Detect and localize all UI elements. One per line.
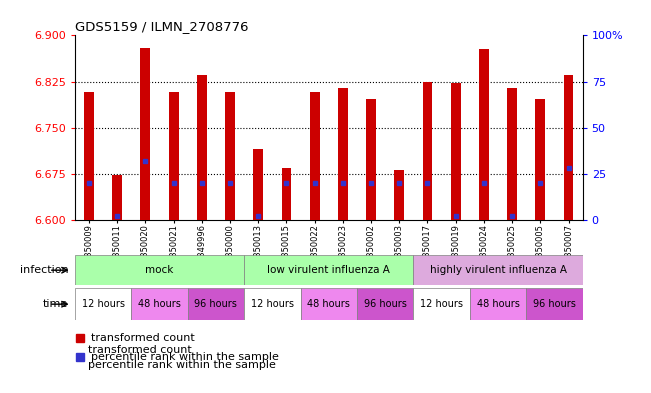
Bar bbox=[310, 92, 320, 220]
Text: 12 hours: 12 hours bbox=[420, 299, 463, 309]
Bar bbox=[75, 255, 244, 285]
Bar bbox=[112, 174, 122, 220]
Text: percentile rank within the sample: percentile rank within the sample bbox=[81, 360, 276, 371]
Bar bbox=[84, 92, 94, 220]
Text: highly virulent influenza A: highly virulent influenza A bbox=[430, 265, 566, 275]
Bar bbox=[301, 288, 357, 320]
Bar bbox=[281, 168, 292, 220]
Text: transformed count: transformed count bbox=[91, 333, 195, 343]
Bar bbox=[225, 92, 235, 220]
Text: 96 hours: 96 hours bbox=[195, 299, 238, 309]
Bar bbox=[395, 170, 404, 220]
Bar bbox=[244, 255, 413, 285]
Text: GDS5159 / ILMN_2708776: GDS5159 / ILMN_2708776 bbox=[75, 20, 249, 33]
Bar bbox=[132, 288, 187, 320]
Bar bbox=[450, 83, 461, 220]
Bar bbox=[366, 99, 376, 220]
Text: 48 hours: 48 hours bbox=[477, 299, 519, 309]
Bar bbox=[75, 288, 132, 320]
Text: 96 hours: 96 hours bbox=[364, 299, 407, 309]
Bar bbox=[338, 88, 348, 220]
Text: 48 hours: 48 hours bbox=[138, 299, 181, 309]
Bar bbox=[479, 49, 489, 220]
Bar bbox=[357, 288, 413, 320]
Text: 48 hours: 48 hours bbox=[307, 299, 350, 309]
Bar bbox=[187, 288, 244, 320]
Bar bbox=[169, 92, 178, 220]
Text: 12 hours: 12 hours bbox=[81, 299, 124, 309]
Text: time: time bbox=[43, 299, 68, 309]
Bar bbox=[507, 88, 517, 220]
Bar bbox=[413, 255, 583, 285]
Bar bbox=[422, 81, 432, 220]
Text: mock: mock bbox=[145, 265, 174, 275]
Bar bbox=[197, 75, 207, 220]
Bar bbox=[253, 149, 263, 220]
Text: transformed count: transformed count bbox=[81, 345, 192, 355]
Bar bbox=[413, 288, 470, 320]
Bar bbox=[141, 48, 150, 220]
Bar bbox=[470, 288, 526, 320]
Text: 96 hours: 96 hours bbox=[533, 299, 576, 309]
Bar bbox=[564, 75, 574, 220]
Text: percentile rank within the sample: percentile rank within the sample bbox=[91, 352, 279, 362]
Bar bbox=[244, 288, 301, 320]
Text: 12 hours: 12 hours bbox=[251, 299, 294, 309]
Bar bbox=[526, 288, 583, 320]
Text: low virulent influenza A: low virulent influenza A bbox=[268, 265, 390, 275]
Bar bbox=[535, 99, 546, 220]
Text: infection: infection bbox=[20, 265, 68, 275]
